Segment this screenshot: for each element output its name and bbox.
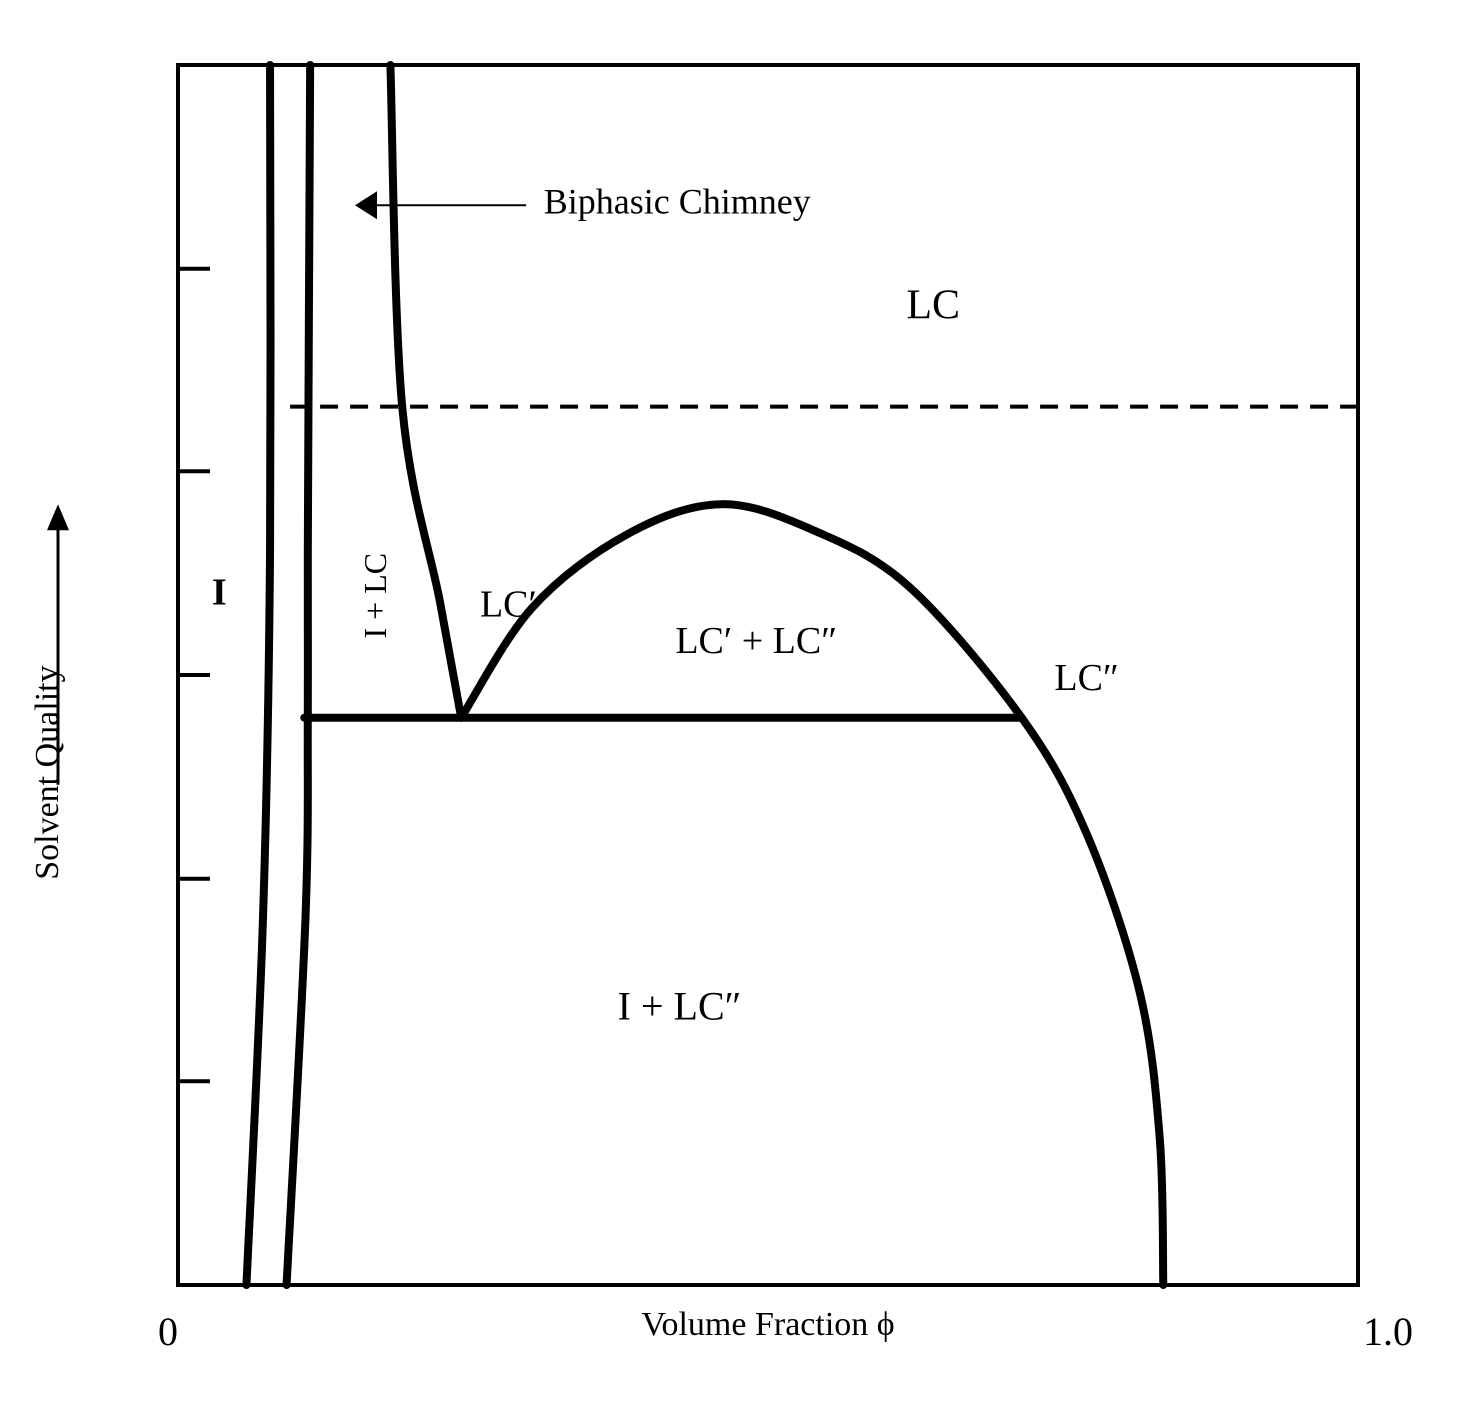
annotation-label: Biphasic Chimney <box>544 182 811 222</box>
left-boundary-curve <box>246 65 270 1285</box>
region-label-LCpp: LC″ <box>1054 657 1118 699</box>
x-axis-zero-label: 0 <box>158 1309 178 1354</box>
region-label-I_plus_LC: I + LC <box>357 553 393 639</box>
phase-diagram-figure: I I + LC LC LC′ LC′ + LC″ LC″ I + LC″ Biphasic … <box>0 0 1458 1427</box>
region-label-I: I <box>212 571 227 613</box>
y-axis-arrow-head <box>47 504 69 530</box>
region-label-LCp_plus_LCpp: LC′ + LC″ <box>675 620 837 662</box>
diagram-svg: I I + LC LC LC′ LC′ + LC″ LC″ I + LC″ Biphasic … <box>0 0 1458 1427</box>
region-label-I_plus_LCpp: I + LC″ <box>618 984 742 1029</box>
x-axis-one-label: 1.0 <box>1363 1309 1413 1354</box>
y-axis-label: Solvent Quality <box>29 665 66 879</box>
chimney-right-curve <box>390 65 461 718</box>
region-label-LCp: LC′ <box>480 584 537 626</box>
chimney-left-curve <box>287 65 311 1285</box>
x-axis-label: Volume Fraction ϕ <box>641 1306 894 1343</box>
region-label-LC: LC <box>906 283 960 329</box>
plot-frame <box>178 65 1358 1285</box>
annotation-arrow-head <box>355 191 377 219</box>
